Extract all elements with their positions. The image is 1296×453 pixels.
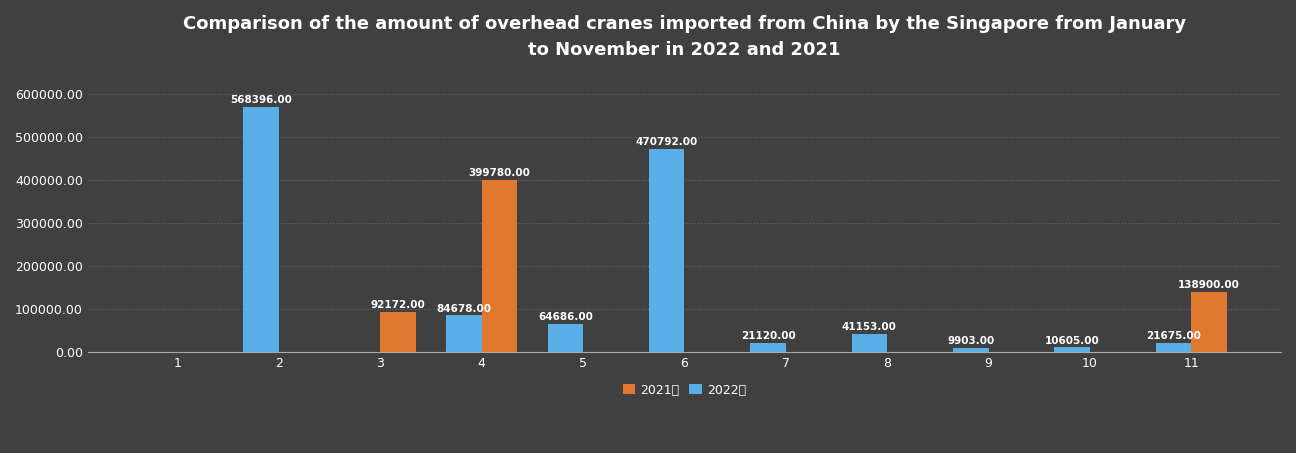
Bar	[1191, 292, 1227, 352]
Text: 568396.00: 568396.00	[231, 96, 292, 106]
Text: 138900.00: 138900.00	[1178, 280, 1240, 290]
Bar	[649, 149, 684, 352]
Bar	[953, 347, 989, 352]
Bar	[750, 343, 785, 352]
Text: 21120.00: 21120.00	[741, 331, 796, 341]
Title: Comparison of the amount of overhead cranes imported from China by the Singapore: Comparison of the amount of overhead cra…	[183, 15, 1186, 59]
Bar	[446, 315, 482, 352]
Legend: 2021年, 2022年: 2021年, 2022年	[618, 379, 752, 401]
Bar	[244, 107, 279, 352]
Bar	[482, 180, 517, 352]
Text: 21675.00: 21675.00	[1146, 331, 1201, 341]
Bar	[1156, 342, 1191, 352]
Bar	[380, 312, 416, 352]
Text: 92172.00: 92172.00	[371, 300, 425, 310]
Text: 470792.00: 470792.00	[635, 137, 697, 148]
Bar	[548, 324, 583, 352]
Text: 9903.00: 9903.00	[947, 336, 994, 346]
Text: 399780.00: 399780.00	[468, 168, 530, 178]
Text: 10605.00: 10605.00	[1045, 336, 1099, 346]
Text: 64686.00: 64686.00	[538, 312, 592, 322]
Text: 84678.00: 84678.00	[437, 304, 491, 313]
Bar	[1055, 347, 1090, 352]
Bar	[851, 334, 888, 352]
Text: 41153.00: 41153.00	[842, 323, 897, 333]
